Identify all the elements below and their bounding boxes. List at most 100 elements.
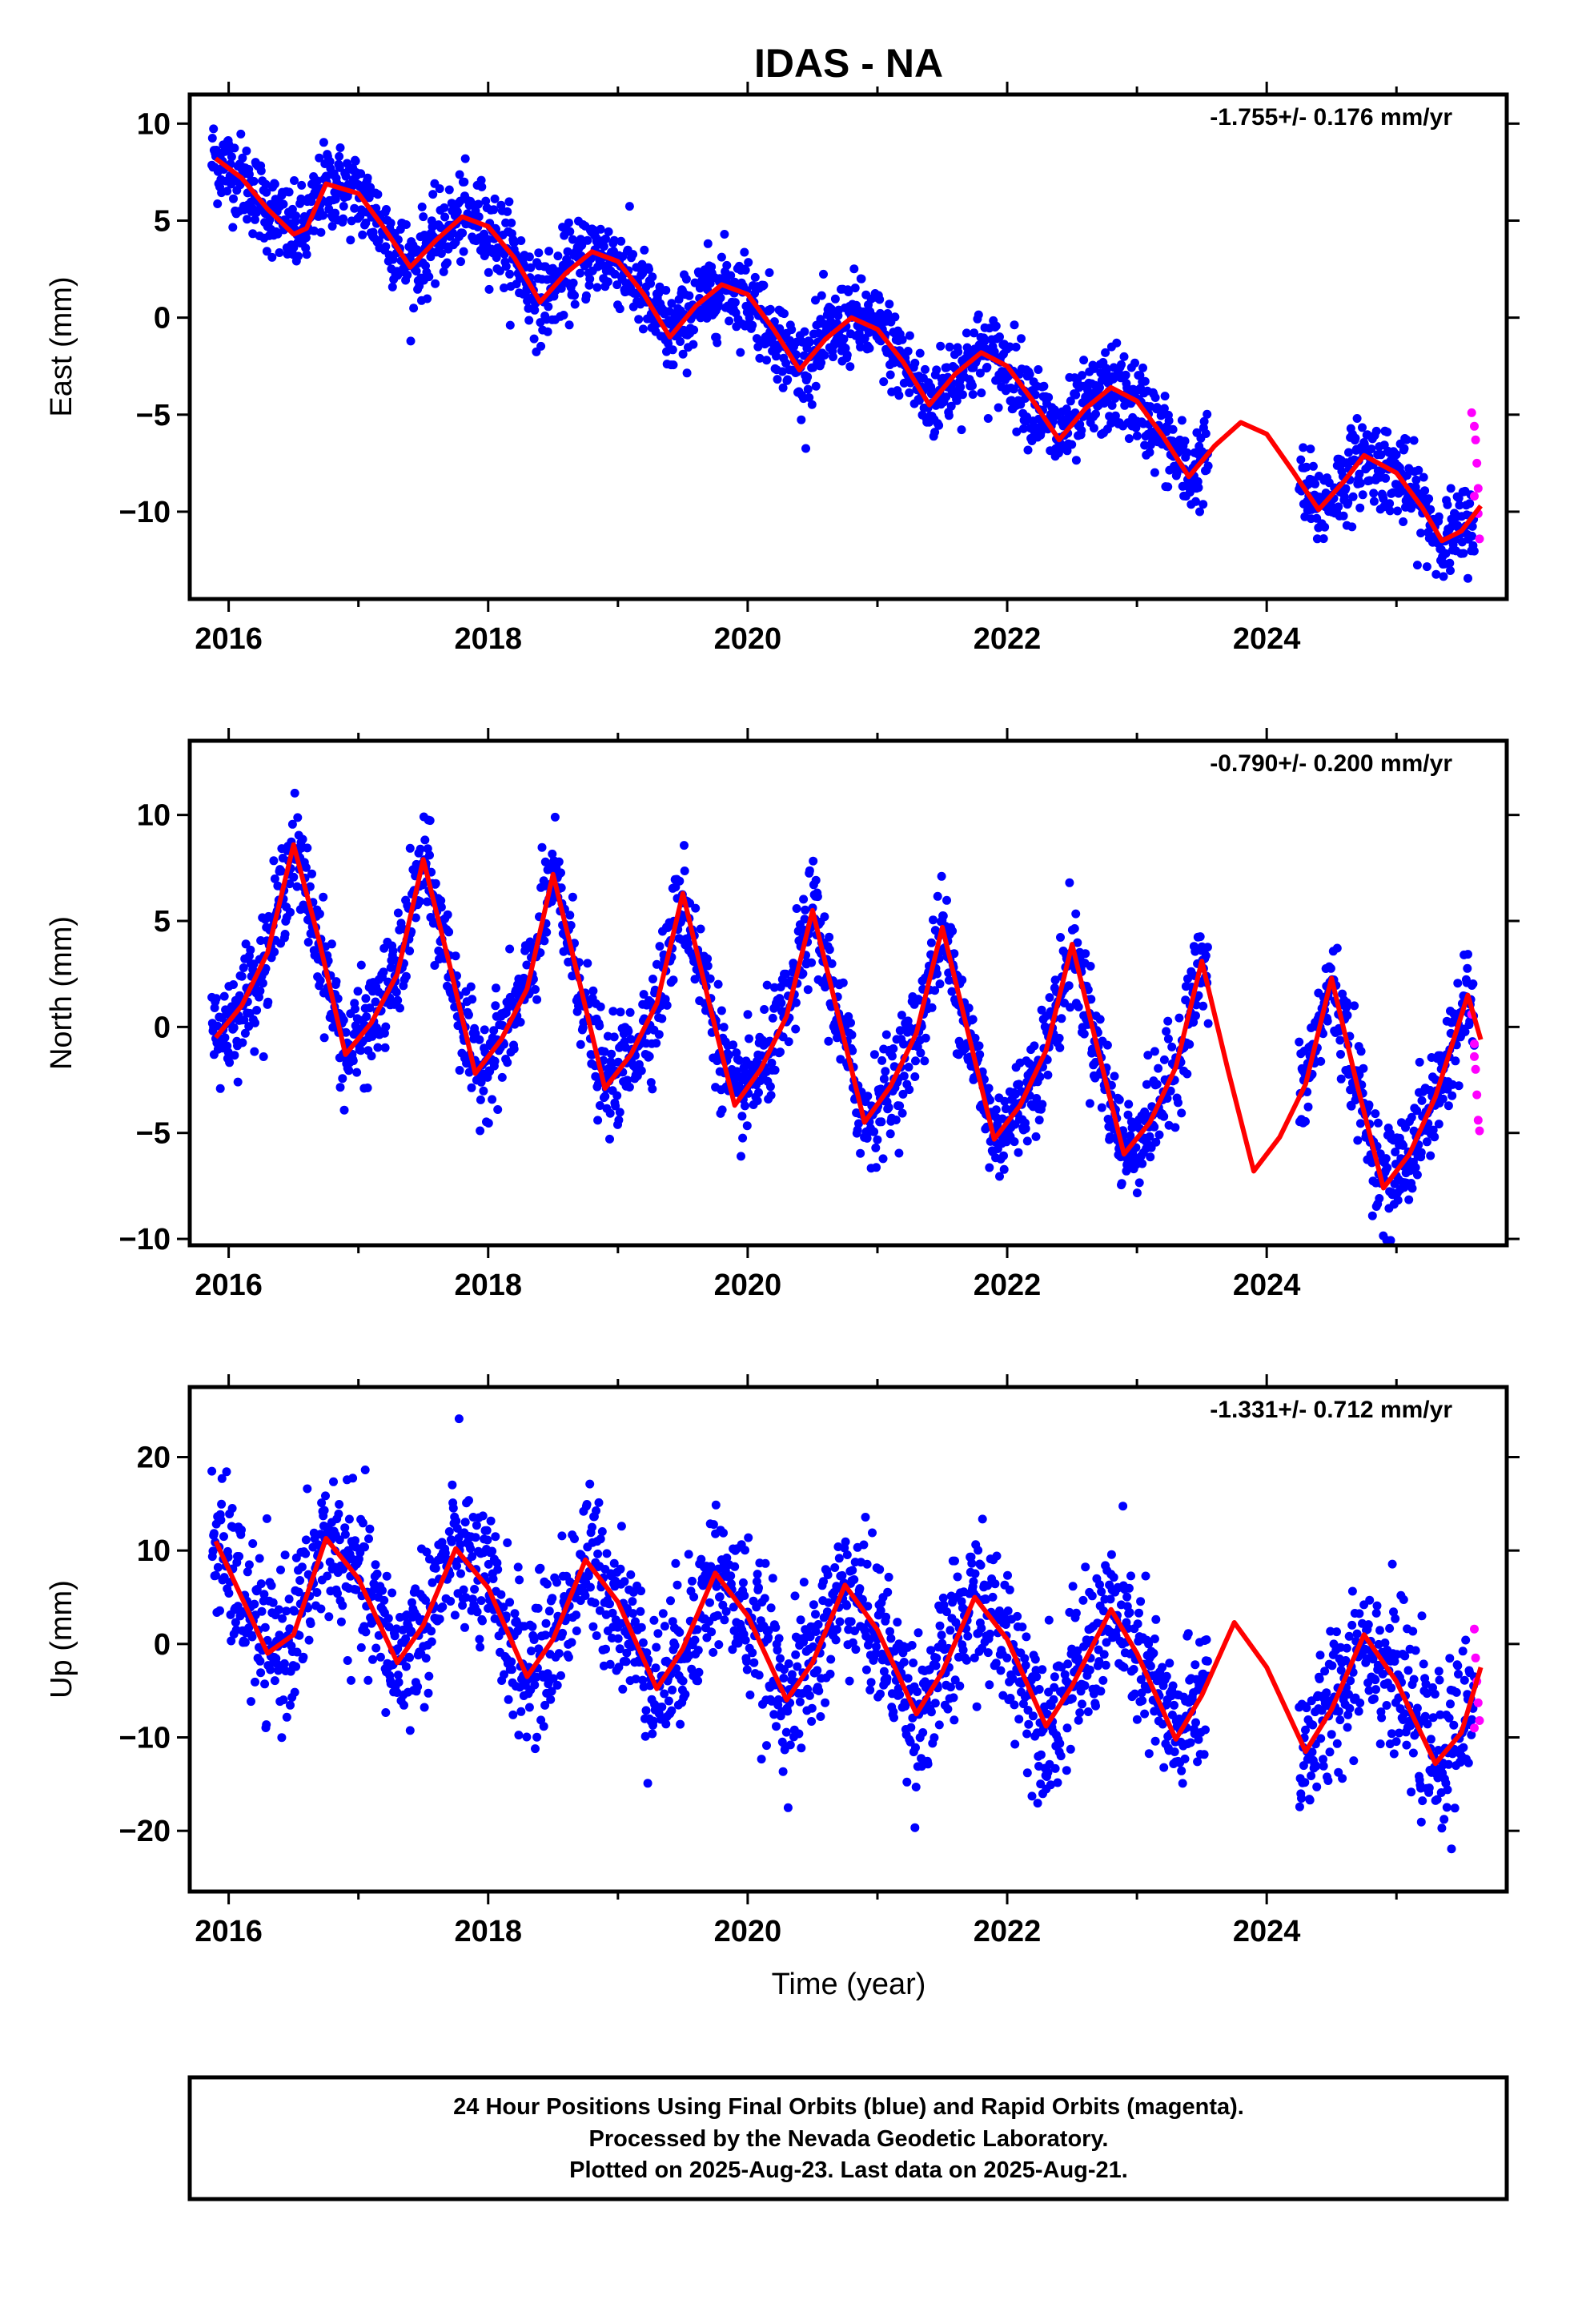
up-final-point: [636, 1586, 646, 1596]
east-final-point: [458, 228, 468, 238]
north-final-point: [338, 1074, 347, 1084]
up-final-point: [601, 1644, 610, 1654]
north-final-point: [542, 927, 552, 937]
east-final-point: [1348, 492, 1358, 501]
north-final-point: [684, 939, 693, 948]
up-data-layer: [207, 1414, 1484, 1854]
east-final-point: [921, 364, 930, 374]
up-final-point: [394, 1678, 404, 1687]
east-final-point: [339, 202, 348, 211]
up-final-point: [243, 1567, 252, 1577]
up-final-point: [297, 1562, 307, 1572]
north-final-point: [1145, 1132, 1154, 1141]
east-final-point: [678, 349, 688, 359]
north-final-point: [1353, 1136, 1363, 1145]
north-rapid-point: [1471, 1064, 1480, 1074]
east-final-point: [1110, 394, 1120, 403]
north-final-point: [537, 842, 547, 852]
north-final-point: [1335, 1035, 1345, 1045]
up-final-point: [488, 1574, 498, 1583]
east-final-point: [1351, 433, 1360, 443]
east-rapid-point: [1470, 421, 1479, 431]
east-final-point: [968, 390, 978, 399]
north-final-point: [1079, 1029, 1089, 1039]
north-final-point: [898, 1089, 908, 1099]
north-final-point: [215, 1084, 225, 1093]
north-final-point: [365, 1003, 375, 1013]
north-final-point: [846, 1018, 855, 1027]
east-final-point: [459, 247, 468, 256]
up-final-point: [505, 1598, 515, 1607]
east-final-point: [490, 194, 500, 203]
east-final-point: [857, 274, 866, 283]
east-final-point: [1334, 502, 1343, 512]
east-final-point: [1089, 424, 1098, 433]
east-final-point: [740, 247, 749, 257]
east-final-point: [1464, 573, 1472, 583]
up-final-point: [554, 1649, 564, 1659]
east-final-point: [628, 250, 638, 259]
east-final-point: [236, 129, 246, 139]
east-final-point: [1163, 482, 1173, 492]
east-final-point: [1159, 404, 1169, 413]
east-final-point: [1371, 426, 1381, 436]
east-final-point: [504, 197, 514, 207]
east-final-point: [440, 212, 450, 222]
north-final-point: [1010, 1137, 1019, 1147]
up-final-point: [363, 1675, 373, 1685]
north-final-point: [1364, 1100, 1374, 1110]
north-final-point: [1182, 1069, 1192, 1079]
up-final-point: [446, 1597, 456, 1606]
up-final-point: [260, 1679, 270, 1689]
east-final-point: [581, 291, 591, 300]
east-final-point: [1131, 423, 1141, 432]
north-final-point: [1203, 1019, 1213, 1028]
east-final-point: [1079, 356, 1089, 365]
north-final-point: [327, 939, 336, 949]
north-final-point: [947, 987, 957, 996]
up-final-point: [529, 1635, 539, 1644]
up-final-point: [615, 1644, 624, 1654]
north-final-point: [425, 850, 434, 860]
north-y-tick-label: 5: [154, 905, 171, 939]
east-final-point: [1062, 446, 1072, 456]
north-final-point: [436, 896, 446, 906]
north-final-point: [652, 1039, 661, 1048]
east-final-point: [1419, 472, 1428, 482]
up-final-point: [255, 1656, 265, 1666]
north-final-point: [252, 1006, 262, 1015]
up-final-point: [217, 1474, 227, 1483]
up-final-point: [514, 1731, 524, 1740]
east-final-point: [830, 294, 840, 304]
east-final-point: [1201, 429, 1211, 438]
up-final-point: [348, 1474, 358, 1483]
north-final-point: [548, 849, 557, 858]
east-final-point: [1468, 531, 1476, 541]
east-final-point: [1468, 521, 1477, 531]
north-final-point: [1199, 1001, 1208, 1011]
up-final-point: [262, 1514, 271, 1523]
up-final-point: [256, 1579, 266, 1589]
north-final-point: [1451, 1056, 1460, 1066]
east-final-point: [1101, 348, 1110, 357]
up-final-point: [387, 1588, 397, 1598]
east-final-point: [1343, 498, 1353, 508]
up-final-point: [541, 1618, 551, 1628]
north-final-point: [1381, 1154, 1391, 1164]
north-final-point: [765, 1082, 775, 1092]
up-final-point: [360, 1542, 369, 1552]
east-final-point: [428, 190, 438, 199]
east-final-point: [1344, 448, 1353, 457]
up-final-point: [499, 1602, 508, 1612]
east-final-point: [406, 336, 416, 346]
up-final-point: [628, 1609, 638, 1618]
up-final-point: [513, 1562, 523, 1572]
east-final-point: [624, 202, 634, 211]
north-final-point: [1359, 1063, 1368, 1073]
north-final-point: [225, 1058, 235, 1068]
north-final-point: [430, 961, 440, 970]
north-final-point: [1386, 1236, 1395, 1245]
east-final-point: [585, 274, 595, 283]
